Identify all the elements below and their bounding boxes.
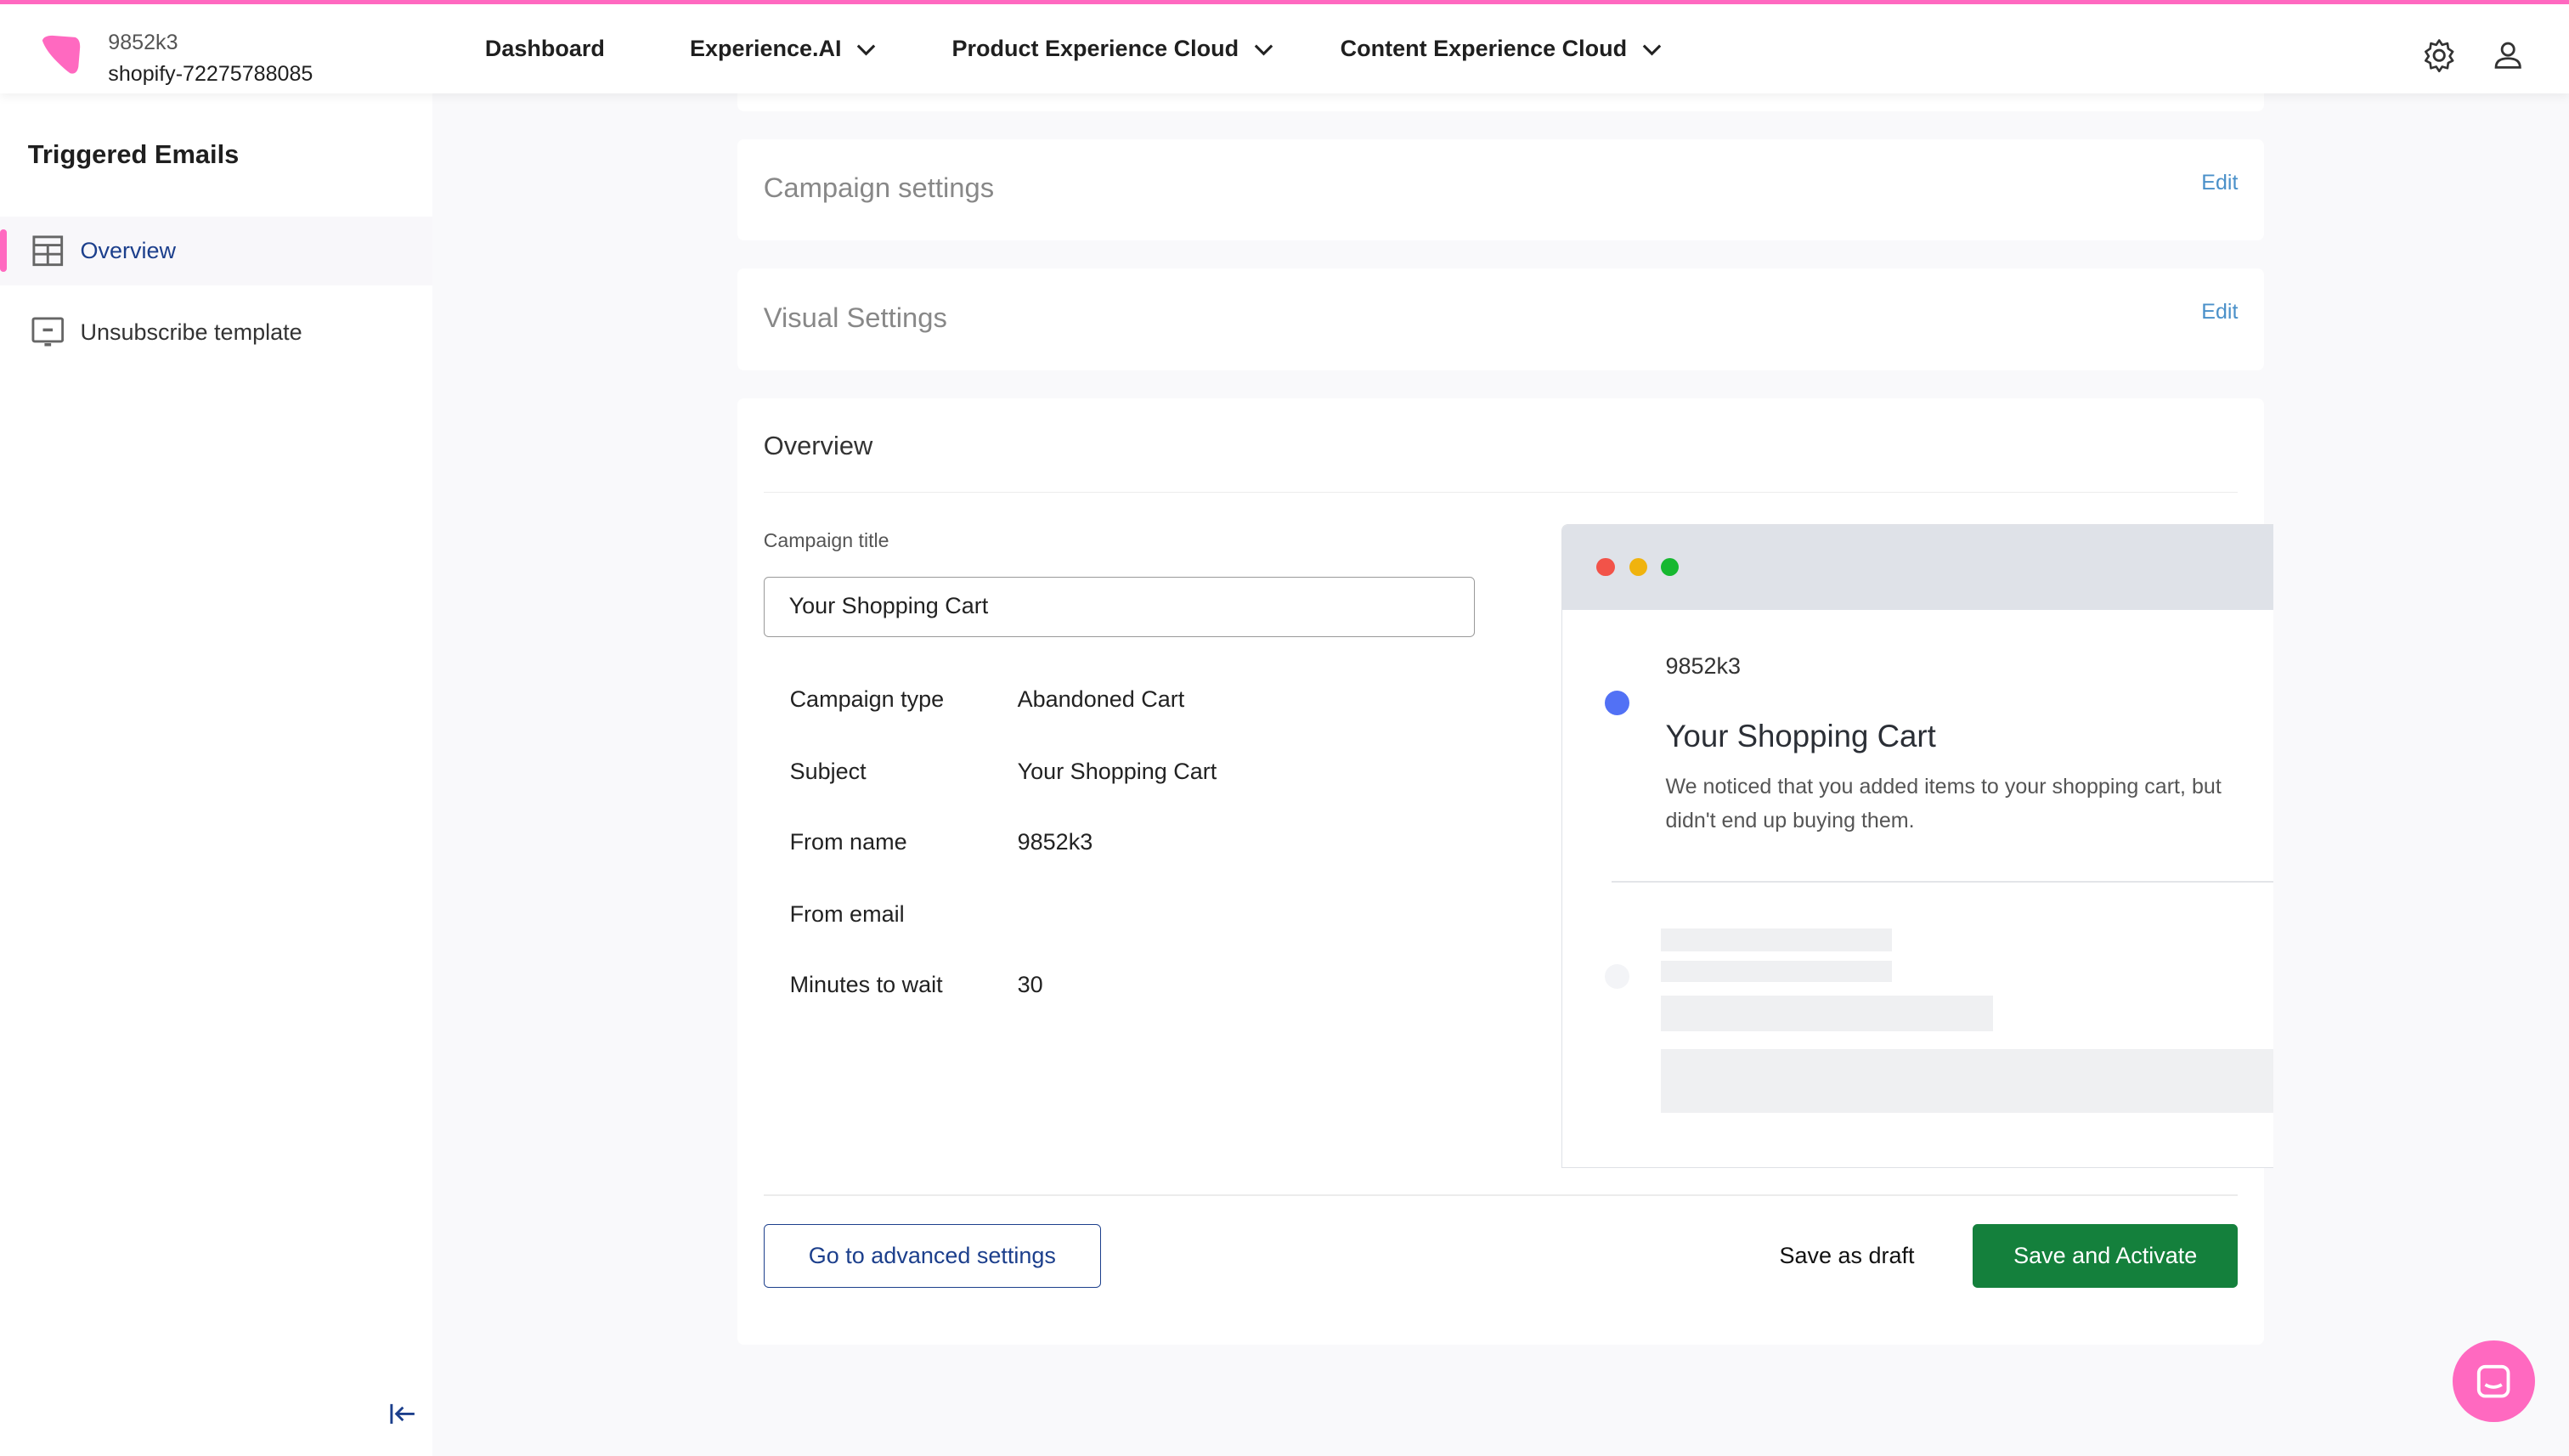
overview-title: Overview (763, 431, 873, 461)
chevron-down-icon (856, 44, 876, 56)
save-activate-button[interactable]: Save and Activate (1973, 1223, 2239, 1288)
field-key: Campaign type (789, 686, 945, 713)
field-row: Minutes to wait 30 (789, 971, 1043, 998)
chat-icon (2477, 1364, 2510, 1398)
collapse-sidebar-icon[interactable] (388, 1401, 418, 1427)
monitor-icon (31, 317, 64, 347)
table-icon (32, 235, 63, 266)
nav-dashboard[interactable]: Dashboard (485, 36, 605, 62)
maximize-dot-icon (1660, 557, 1679, 576)
chevron-down-icon (1254, 44, 1273, 56)
field-row: From email (790, 901, 905, 928)
preview-divider (1611, 880, 2273, 883)
section-title: Visual Settings (763, 301, 947, 333)
field-value: Your Shopping Cart (1017, 758, 1217, 784)
account-name: 9852k3 (108, 31, 178, 54)
edit-campaign-settings-link[interactable]: Edit (2201, 170, 2239, 195)
nav-label: Experience.AI (689, 35, 842, 61)
sidebar-title: Triggered Emails (27, 138, 240, 169)
field-value: Abandoned Cart (1017, 686, 1185, 713)
visual-settings-card: Visual Settings Edit (737, 268, 2265, 370)
section-title: Campaign settings (763, 172, 995, 204)
preview-subject: Your Shopping Cart (1665, 718, 1936, 753)
skeleton-block (1660, 1049, 2273, 1114)
field-key: From name (789, 828, 907, 855)
skeleton-dot (1605, 964, 1629, 989)
preview-body: We noticed that you added items to your … (1665, 774, 2222, 833)
nav-label: Product Experience Cloud (951, 35, 1239, 61)
brand-logo-icon[interactable] (39, 34, 82, 76)
nav-experience-ai[interactable]: Experience.AI (690, 36, 878, 62)
sidebar-item-unsubscribe-template[interactable]: Unsubscribe template (0, 298, 432, 367)
field-row: Campaign type Abandoned Cart (789, 686, 1185, 713)
sidebar-item-overview[interactable]: Overview (0, 216, 433, 285)
unread-dot-icon (1605, 690, 1629, 715)
account-switcher[interactable]: 9852k3 shopify-72275788085 (108, 27, 313, 89)
sidebar: Triggered Emails Overview Unsubscribe te… (0, 93, 433, 1456)
sidebar-item-label: Overview (80, 237, 177, 263)
field-key: Subject (789, 758, 867, 784)
edit-visual-settings-link[interactable]: Edit (2201, 299, 2239, 324)
skeleton-line (1660, 995, 1994, 1032)
field-value: 30 (1017, 971, 1043, 997)
nav-product-experience-cloud[interactable]: Product Experience Cloud (952, 36, 1275, 62)
chevron-down-icon (1642, 44, 1661, 56)
divider (763, 1194, 2239, 1196)
user-icon[interactable] (2490, 37, 2526, 73)
campaign-title-input[interactable]: Your Shopping Cart (763, 576, 1475, 638)
field-row: From name 9852k3 (789, 828, 1093, 855)
sidebar-item-label: Unsubscribe template (80, 319, 302, 345)
skeleton-line (1660, 928, 1892, 951)
overview-card: Overview Campaign title Your Shopping Ca… (737, 398, 2273, 1346)
close-dot-icon (1596, 557, 1615, 576)
skeleton-line (1660, 961, 1892, 983)
field-key: Minutes to wait (789, 971, 943, 997)
store-id: shopify-72275788085 (108, 61, 313, 86)
divider (763, 491, 2239, 494)
top-bar: 9852k3 shopify-72275788085 Dashboard Exp… (0, 0, 2569, 93)
nav-content-experience-cloud[interactable]: Content Experience Cloud (1341, 36, 1663, 62)
field-row: Subject Your Shopping Cart (789, 758, 1217, 785)
save-draft-button[interactable]: Save as draft (1779, 1242, 1915, 1268)
chat-launcher-button[interactable] (2453, 1340, 2535, 1423)
gear-icon[interactable] (2421, 37, 2457, 73)
minimize-dot-icon (1629, 557, 1648, 576)
email-preview: 9852k3 Your Shopping Cart We noticed tha… (1561, 524, 2273, 1169)
field-key: From email (789, 900, 905, 927)
nav-label: Content Experience Cloud (1340, 35, 1628, 61)
campaign-settings-card: Campaign settings Edit (737, 138, 2265, 241)
campaign-title-label: Campaign title (763, 528, 889, 551)
preview-sender: 9852k3 (1665, 652, 1742, 679)
field-value: 9852k3 (1017, 828, 1093, 855)
advanced-settings-button[interactable]: Go to advanced settings (763, 1223, 1101, 1288)
nav-label: Dashboard (484, 35, 605, 61)
preview-window-bar (1561, 525, 2273, 611)
